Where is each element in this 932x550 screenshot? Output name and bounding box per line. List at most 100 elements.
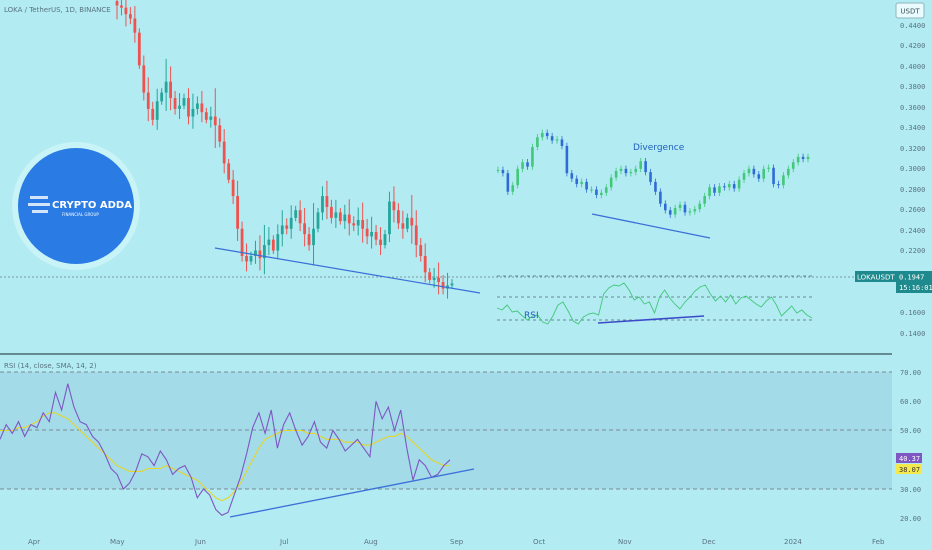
- candle-down: [187, 98, 190, 117]
- candle-down: [352, 223, 356, 226]
- inset-candle-up: [727, 184, 731, 188]
- rsi-axis[interactable]: 70.00 60.00 50.00 30.00 20.00 40.37 38.0…: [896, 369, 922, 523]
- candle-down: [419, 245, 423, 256]
- inset-candle-up: [708, 187, 711, 197]
- price-tick: 0.1600: [900, 309, 925, 317]
- time-axis[interactable]: Apr May Jun Jul Aug Sep Oct Nov Dec 2024…: [28, 538, 885, 546]
- candle-down: [245, 255, 248, 262]
- candle-down: [428, 272, 432, 280]
- currency-button-label[interactable]: USDT: [900, 8, 920, 16]
- candle-up: [289, 217, 293, 229]
- candle-down: [410, 217, 414, 226]
- price-trendline[interactable]: [214, 247, 481, 294]
- price-candles: [115, 0, 454, 299]
- inset-price-trendline[interactable]: [591, 213, 711, 239]
- inset-candle-up: [693, 209, 697, 212]
- crypto-adda-logo: CRYPTO ADDA FINANCIAL GROUP: [12, 142, 140, 270]
- rsi-annotation-label: RSI: [524, 311, 539, 321]
- candle-down: [124, 7, 128, 15]
- inset-candle-down: [575, 178, 579, 185]
- inset-candle-up: [634, 168, 638, 173]
- inset-candle-up: [791, 162, 795, 169]
- inset-candle-down: [757, 174, 761, 179]
- price-axis[interactable]: 0.4400 0.4200 0.4000 0.3800 0.3600 0.340…: [900, 22, 925, 338]
- candle-up: [316, 212, 320, 229]
- candle-up: [370, 232, 373, 237]
- currency-button[interactable]: USDT: [895, 2, 925, 19]
- inset-candle-up: [767, 167, 770, 169]
- last-price-value: 0.1947: [899, 274, 924, 282]
- candle-up: [334, 212, 338, 218]
- inset-candle-up: [609, 177, 613, 188]
- candle-up: [254, 250, 257, 256]
- candle-up: [178, 105, 181, 109]
- candle-down: [142, 65, 146, 93]
- inset-candle-up: [540, 132, 544, 138]
- inset-candle-down: [732, 184, 736, 189]
- inset-candle-up: [619, 168, 623, 172]
- time-label: Nov: [618, 538, 632, 546]
- candle-up: [249, 255, 253, 262]
- inset-candle-up: [796, 156, 800, 163]
- symbol-info-label[interactable]: LOKA / TetherUS, 1D, BINANCE: [4, 6, 111, 14]
- inset-candle-up: [703, 196, 706, 204]
- rsi-tick: 30.00: [900, 486, 921, 494]
- candle-down: [133, 18, 137, 33]
- inset-candle-up: [604, 187, 608, 193]
- currency-button-frame[interactable]: [895, 2, 925, 19]
- candle-down: [222, 141, 226, 164]
- candle-down: [347, 214, 351, 224]
- candle-up: [155, 101, 159, 120]
- inset-candle-down: [723, 186, 726, 188]
- rsi-trendline[interactable]: [229, 468, 475, 518]
- candle-down: [200, 103, 204, 113]
- inset-rsi-trendline[interactable]: [597, 315, 705, 324]
- inset-candle-down: [664, 203, 667, 211]
- inset-candle-up: [806, 156, 810, 160]
- candle-down: [151, 108, 155, 120]
- time-label: Jun: [194, 538, 206, 546]
- logo-stripe: [30, 196, 48, 199]
- candle-up: [191, 108, 195, 117]
- candle-down: [227, 163, 231, 180]
- inset-candle-down: [545, 132, 549, 137]
- inset-candle-down: [649, 172, 652, 182]
- candle-up: [405, 217, 409, 229]
- price-tick: 0.2200: [900, 247, 925, 255]
- candle-up: [294, 210, 298, 218]
- inset-candle-down: [570, 173, 574, 179]
- price-tick: 0.3400: [900, 124, 925, 132]
- candle-up: [267, 239, 271, 246]
- logo-wordmark: CRYPTO ADDA: [52, 200, 132, 211]
- rsi-legend[interactable]: RSI (14, close, SMA, 14, 2): [4, 362, 97, 370]
- candle-down: [379, 239, 382, 246]
- candle-down: [285, 225, 289, 229]
- time-label: Feb: [872, 538, 885, 546]
- logo-stripe: [32, 210, 48, 213]
- inset-candle-up: [762, 168, 766, 179]
- inset-candle-down: [506, 173, 510, 192]
- price-tick: 0.2600: [900, 206, 925, 214]
- candle-down: [236, 196, 239, 229]
- candle-up: [276, 234, 280, 251]
- candle-up: [312, 228, 315, 246]
- inset-candle-down: [595, 189, 598, 195]
- candle-down: [258, 250, 262, 259]
- inset-candle-up: [673, 208, 677, 215]
- candle-up: [280, 225, 284, 235]
- candle-down: [271, 239, 275, 251]
- candle-up: [209, 116, 213, 120]
- candle-up: [182, 98, 186, 106]
- price-tick: 0.2800: [900, 186, 925, 194]
- inset-candle-up: [678, 204, 682, 209]
- candle-down: [213, 116, 217, 126]
- rsi-tick: 20.00: [900, 515, 921, 523]
- inset-candle-up: [516, 168, 519, 186]
- price-tick: 0.3800: [900, 83, 925, 91]
- candle-down: [325, 196, 329, 207]
- rsi-tick: 70.00: [900, 369, 921, 377]
- inset-candle-down: [526, 162, 529, 167]
- candle-down: [374, 232, 378, 240]
- inset-candle-up: [555, 139, 559, 141]
